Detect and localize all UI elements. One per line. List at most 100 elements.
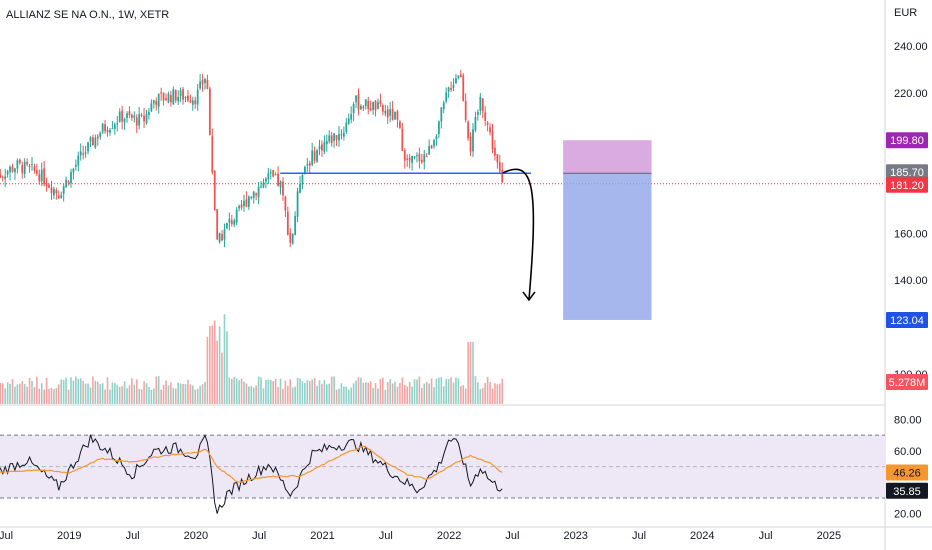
candle-body (496, 154, 499, 163)
candle-body (372, 101, 375, 110)
price-candles[interactable] (0, 69, 504, 248)
volume-bar (33, 386, 36, 404)
volume-bar (174, 388, 177, 404)
projection-arrowhead (522, 291, 536, 302)
candle-body (501, 170, 504, 183)
candle-body (338, 133, 340, 141)
volume-bar (272, 381, 275, 404)
volume-bar (382, 377, 384, 404)
volume-bar (460, 386, 462, 404)
candle-body (79, 151, 82, 156)
candle-body (316, 150, 318, 162)
drawing-overlays[interactable] (0, 140, 885, 320)
volume-bar (252, 387, 255, 404)
volume-bar (82, 380, 84, 404)
volume-bar (308, 381, 311, 404)
volume-bar (1, 383, 4, 404)
volume-bar (96, 381, 99, 404)
volume-bar (481, 388, 484, 404)
time-tick-label: Jul (0, 530, 13, 542)
time-tick-label: 2020 (184, 530, 208, 542)
candle-body (411, 155, 413, 163)
volume-bar (394, 381, 396, 404)
candle-body (82, 153, 85, 155)
volume-bar (267, 379, 270, 404)
volume-bar (416, 379, 418, 404)
candle-body (479, 96, 482, 111)
volume-bar (140, 389, 143, 404)
volume-bar (428, 383, 430, 404)
volume-bar (62, 379, 65, 404)
candle-body (104, 124, 106, 132)
volume-bar (301, 381, 304, 404)
volume-bar (23, 383, 26, 404)
volume-bar (345, 386, 348, 404)
rsi-pane[interactable] (0, 434, 885, 514)
candle-body (74, 165, 77, 167)
time-tick-label: 2022 (437, 530, 461, 542)
candle-body (442, 102, 445, 110)
candle-body (62, 186, 65, 194)
volume-bar (413, 379, 416, 404)
projection-arrow (502, 168, 535, 301)
price-tick-label: 140.00 (894, 275, 928, 287)
volume-bar (318, 380, 321, 404)
candle-body (250, 197, 253, 199)
candle-body (484, 112, 487, 121)
candle-body (267, 173, 270, 180)
time-tick-label: Jul (126, 530, 140, 542)
volume-bar (228, 377, 231, 404)
candle-body (196, 89, 199, 105)
volume-bar (260, 377, 262, 404)
candle-body (235, 209, 238, 223)
volume-bar (316, 385, 318, 404)
volume-bar (340, 383, 343, 404)
volume-bar (452, 382, 455, 404)
volume-bar (457, 378, 460, 404)
candle-body (386, 109, 389, 118)
candle-body (94, 137, 97, 148)
volume-bar (209, 325, 211, 404)
volume-bars (0, 314, 504, 404)
stop-loss-zone (563, 140, 652, 174)
candle-body (208, 88, 211, 136)
candle-body (357, 94, 360, 110)
volume-bar (474, 376, 477, 404)
volume-bar (116, 384, 119, 404)
volume-bar (343, 386, 345, 404)
volume-bar (464, 388, 467, 404)
volume-bar (374, 383, 377, 404)
candle-body (184, 97, 187, 99)
volume-bar (9, 383, 11, 404)
volume-bar (333, 376, 335, 404)
volume-bar (230, 378, 233, 404)
candle-body (109, 129, 111, 133)
candle-body (364, 99, 367, 107)
volume-bar (294, 386, 296, 404)
candle-body (99, 132, 102, 137)
entry-price-tag: 185.70 (890, 167, 924, 179)
volume-bar (84, 383, 87, 404)
volume-bar (53, 389, 55, 404)
candle-body (35, 169, 38, 174)
volume-bar (148, 386, 150, 404)
volume-bar (406, 386, 409, 404)
volume-bar (45, 377, 48, 404)
candle-body (413, 156, 416, 158)
candle-body (140, 114, 143, 116)
volume-bar (491, 388, 494, 404)
candle-body (247, 196, 250, 207)
volume-bar (106, 377, 109, 404)
volume-bar (19, 383, 21, 404)
volume-last-tag-bg (886, 374, 928, 390)
candle-body (389, 109, 392, 116)
candle-body (401, 128, 404, 151)
rsi-tick-label: 60.00 (894, 446, 922, 458)
volume-bar (213, 320, 216, 404)
candle-body (369, 108, 372, 111)
candle-body (1, 176, 4, 178)
volume-bar (304, 382, 306, 404)
volume-bar (257, 376, 260, 404)
volume-bar (40, 383, 43, 404)
